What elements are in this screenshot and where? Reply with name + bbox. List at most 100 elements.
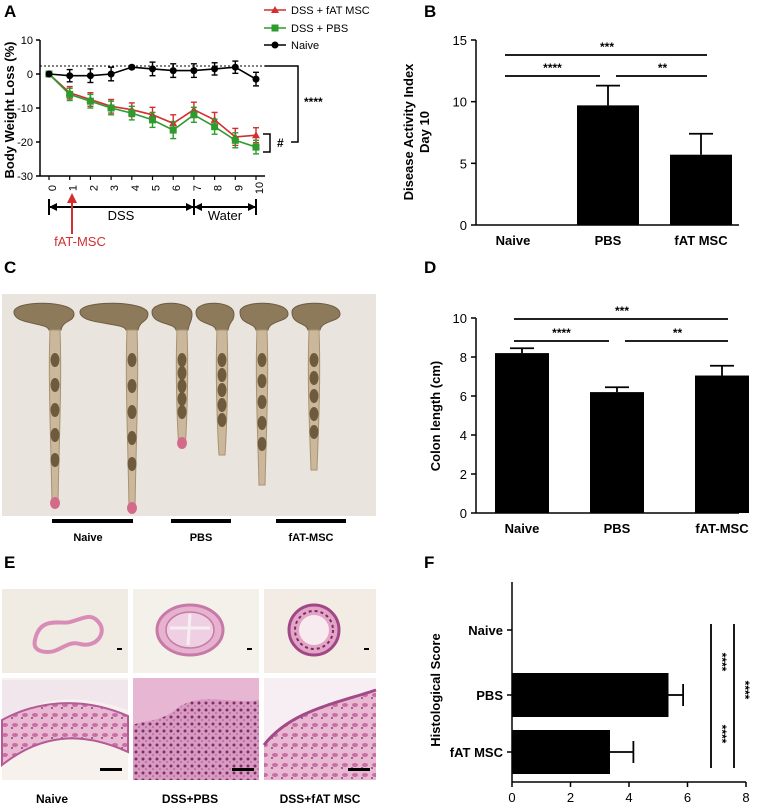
panel-a-weight-chart: Body Weight Loss (%) 10 0 -10 -20 -30 0 1 2 3 4 5… <box>2 5 370 249</box>
colon-pellet <box>177 353 187 367</box>
a-point <box>252 143 260 151</box>
bar <box>695 375 749 513</box>
a-x-tick-label: 1 <box>68 185 80 191</box>
c-label-naive: Naive <box>73 532 102 544</box>
a-legend-pbs: DSS + PBS <box>291 23 348 35</box>
colon-pellet <box>257 353 267 367</box>
a-bracket-hash <box>263 133 271 153</box>
colon-pellet <box>50 378 60 392</box>
colon-pellet <box>309 389 319 403</box>
colon-pellet <box>309 407 319 421</box>
panel-label-f: F <box>424 553 434 572</box>
colon-pellet <box>309 353 319 367</box>
colon-pellet <box>177 405 187 419</box>
colon-pellet <box>50 403 60 417</box>
a-point <box>169 67 177 75</box>
a-legend-fat-msc: DSS + fAT MSC <box>291 5 370 17</box>
category-label: PBS <box>604 521 631 536</box>
a-point <box>190 111 198 119</box>
colon-pellet <box>257 437 267 451</box>
category-label: fAT-MSC <box>695 521 749 536</box>
f-x-tick-label: 0 <box>508 790 515 805</box>
a-y-tick-label: 10 <box>21 35 33 47</box>
panel-label-b: B <box>424 2 436 21</box>
legend-triangle-icon <box>271 6 279 13</box>
y-tick-label: 5 <box>460 156 467 171</box>
a-x-tick-label: 7 <box>192 185 204 191</box>
colon-pellet <box>309 371 319 385</box>
y-tick-label: 15 <box>453 33 467 48</box>
panel-label-c: C <box>4 258 16 277</box>
a-point <box>66 90 74 98</box>
colon-head <box>195 302 235 331</box>
y-tick-label: 2 <box>460 467 467 482</box>
sig-label: ** <box>673 326 683 340</box>
colon-pellet <box>50 428 60 442</box>
a-point <box>128 109 136 117</box>
y-tick-label: 0 <box>460 506 467 521</box>
a-point <box>252 75 260 83</box>
a-y-tick-label: 0 <box>27 69 33 81</box>
a-point <box>231 136 239 144</box>
category-label: Naive <box>505 521 540 536</box>
a-point <box>252 131 260 139</box>
bar <box>590 392 644 513</box>
a-phase-water: Water <box>208 208 243 223</box>
y-tick-label: 8 <box>460 350 467 365</box>
sig-label: **** <box>552 326 571 340</box>
colon-pellet <box>309 425 319 439</box>
a-injection-label: fAT-MSC <box>54 234 106 249</box>
a-point <box>107 104 115 112</box>
legend-square-icon <box>271 24 279 32</box>
a-point <box>107 70 115 78</box>
colon-tip <box>50 497 60 509</box>
sig-label: *** <box>615 304 629 318</box>
f-x-tick-label: 6 <box>684 790 691 805</box>
e-label-pbs: DSS+PBS <box>162 792 218 806</box>
a-point <box>45 70 53 78</box>
colon-pellet <box>127 379 137 393</box>
a-y-tick-label: -20 <box>17 137 33 149</box>
panel-label-a: A <box>4 2 16 21</box>
sig-label: *** <box>600 40 614 54</box>
sig-label: **** <box>543 61 562 75</box>
y-tick-label: 6 <box>460 389 467 404</box>
a-y-tick-label: -10 <box>17 103 33 115</box>
colon-pellet <box>217 398 227 412</box>
colon-pellet <box>217 413 227 427</box>
a-point <box>211 65 219 73</box>
f-category-label: Naive <box>468 623 503 638</box>
colon-head <box>291 302 341 331</box>
f-bar <box>512 673 669 717</box>
panel-e-histology-images: Naive DSS+PBS DSS+fAT MSC <box>1 589 377 806</box>
a-x-tick-label: 4 <box>130 185 142 191</box>
a-sig-main: **** <box>304 95 323 109</box>
a-point <box>169 126 177 134</box>
b-y-axis-label-1: Disease Activity Index <box>401 63 416 201</box>
bar <box>495 353 549 513</box>
f-category-label: PBS <box>476 688 503 703</box>
a-point <box>149 65 156 73</box>
colon-pellet <box>177 379 187 393</box>
colon-pellet <box>177 366 187 380</box>
a-x-tick-label: 0 <box>47 185 59 191</box>
panel-c-colon-photo: Naive PBS fAT-MSC <box>2 294 376 544</box>
colon-pellet <box>127 353 137 367</box>
a-point <box>231 63 239 71</box>
a-point <box>86 97 94 105</box>
a-point <box>128 63 136 71</box>
panel-f-histology-score-chart: Histological Score 0 2 4 6 8 Naive PBS fAT MSC *… <box>428 582 752 805</box>
f-y-axis-label: Histological Score <box>428 633 443 746</box>
f-x-tick-label: 2 <box>567 790 574 805</box>
a-legend: DSS + fAT MSC DSS + PBS Naive <box>264 5 370 52</box>
colon-head <box>151 302 193 331</box>
colon-pellet <box>217 353 227 367</box>
a-injection-arrow-icon <box>67 193 77 203</box>
colon-head <box>13 302 75 331</box>
colon-pellet <box>127 431 137 445</box>
colon-head <box>239 302 289 331</box>
colon-pellet <box>127 405 137 419</box>
e-naive-low-mag <box>2 589 128 673</box>
category-label: PBS <box>595 233 622 248</box>
